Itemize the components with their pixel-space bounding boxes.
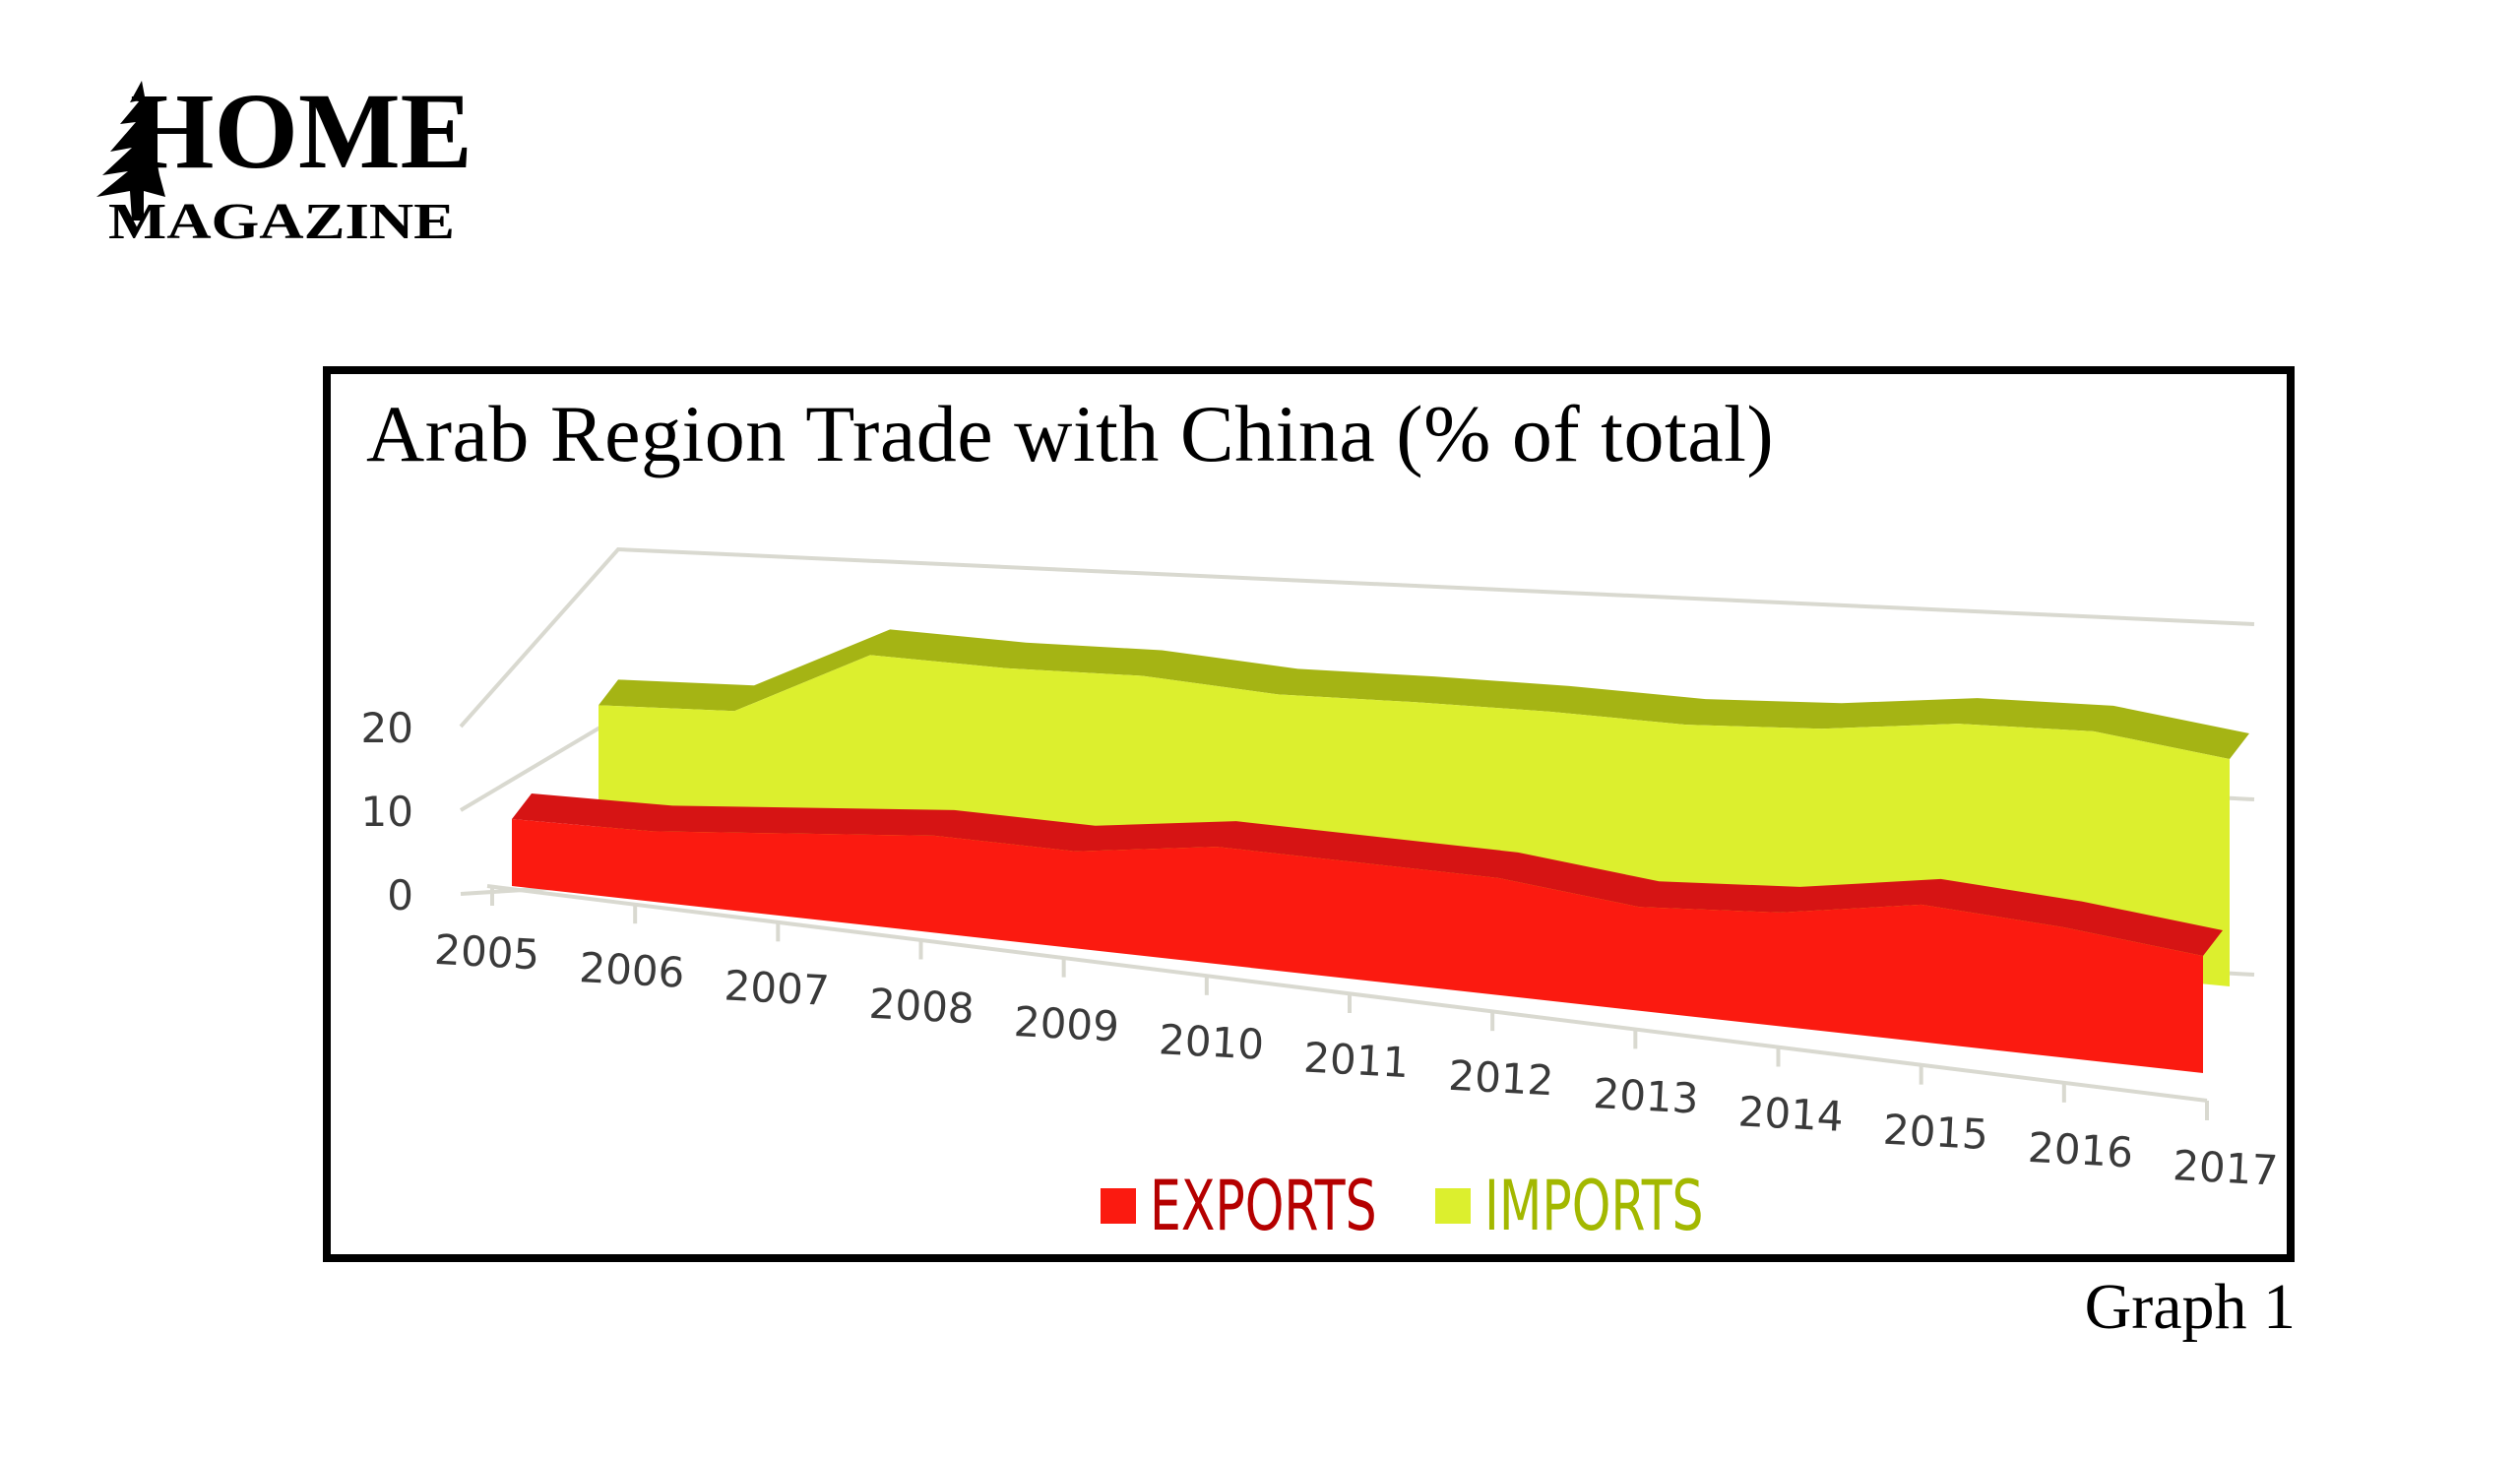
legend-item-imports[interactable]: IMPORTS	[1435, 1172, 1728, 1240]
legend-swatch-imports	[1435, 1188, 1472, 1224]
x-tick-label-2005: 2005	[433, 925, 540, 980]
home-magazine-logo[interactable]: HOME MAGAZINE	[71, 73, 484, 250]
x-tick-label-2013: 2013	[1592, 1069, 1699, 1123]
y-tick-label-10: 10	[361, 788, 413, 836]
x-tick-label-2014: 2014	[1737, 1087, 1845, 1141]
x-tick-label-2015: 2015	[1882, 1106, 1989, 1160]
imports-area-top-surface	[598, 629, 2249, 759]
x-tick-label-2016: 2016	[2027, 1123, 2134, 1177]
chart-legend: EXPORTS IMPORTS	[1101, 1162, 1728, 1250]
gridline-20	[459, 546, 2255, 729]
legend-swatch-exports	[1101, 1188, 1136, 1224]
logo-subtitle: MAGAZINE	[108, 194, 455, 250]
cedar-tree-icon	[96, 81, 165, 221]
x-tick-label-2017: 2017	[2172, 1141, 2279, 1195]
y-tick-label-0: 0	[387, 871, 413, 919]
x-tick-label-2012: 2012	[1447, 1051, 1554, 1106]
x-tick-label-2010: 2010	[1158, 1015, 1265, 1069]
y-tick-label-20: 20	[361, 704, 413, 752]
exports-area-front-face	[512, 819, 2203, 1073]
graph-caption: Graph 1	[2084, 1271, 2296, 1343]
legend-item-exports[interactable]: EXPORTS	[1101, 1172, 1404, 1240]
x-tick-label-2011: 2011	[1302, 1034, 1410, 1088]
x-tick-label-2007: 2007	[723, 961, 830, 1015]
x-tick-label-2008: 2008	[868, 980, 976, 1034]
logo-title: HOME	[130, 73, 472, 191]
chart-title: Arab Region Trade with China (% of total…	[366, 389, 1775, 478]
legend-label-imports: IMPORTS	[1484, 1166, 1704, 1246]
exports-area-top-surface	[512, 793, 2223, 956]
x-tick-label-2009: 2009	[1013, 997, 1120, 1051]
x-tick-label-2006: 2006	[578, 943, 685, 997]
legend-label-exports: EXPORTS	[1150, 1166, 1377, 1246]
